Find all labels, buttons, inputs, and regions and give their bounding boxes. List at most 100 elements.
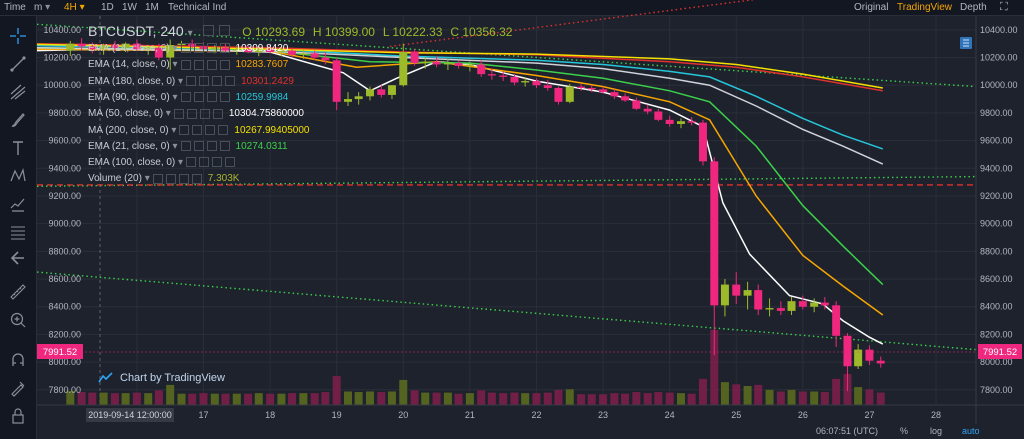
legend-control-icon[interactable]	[186, 108, 197, 119]
legend-control-icon[interactable]	[218, 124, 229, 135]
interval-4h-button[interactable]: 4H ▾	[64, 1, 85, 14]
legend-row[interactable]: MA (50, close, 0) ▾ 10304.75860000	[88, 107, 304, 120]
legend-control-icon[interactable]	[225, 75, 236, 86]
legend-row[interactable]: Volume (20) ▾ 7.303K	[88, 172, 239, 185]
legend-row[interactable]: EMA (21, close, 0) ▾ 10274.0311	[88, 140, 288, 153]
trend-line-icon[interactable]	[8, 54, 28, 74]
candle-body	[266, 49, 275, 52]
legend-control-icon[interactable]	[199, 108, 210, 119]
legend-control-icon[interactable]	[165, 173, 176, 184]
legend-control-icon[interactable]	[219, 43, 230, 54]
expand-icon[interactable]: ⛶	[1000, 1, 1008, 13]
legend-control-icon[interactable]	[191, 173, 202, 184]
chevron-down-icon[interactable]: ▾	[163, 108, 171, 120]
bottom-controls: 06:07:51 (UTC) % log auto	[816, 424, 1024, 439]
legend-control-icon[interactable]	[206, 59, 217, 70]
legend-control-icon[interactable]	[193, 43, 204, 54]
legend-control-icon[interactable]	[206, 43, 217, 54]
original-view-button[interactable]: Original	[854, 2, 889, 13]
legend-control-icon[interactable]	[193, 141, 204, 152]
moving-average-line[interactable]	[36, 47, 884, 286]
legend-control-icon[interactable]	[212, 108, 223, 119]
price-axis[interactable]: 7800.00 7800.00 8000.00 8000.00 8200.00 8200.…	[43, 25, 1017, 395]
percent-button[interactable]: %	[900, 426, 909, 436]
technical-indicators-button[interactable]: Technical Ind	[168, 2, 227, 13]
arrow-left-icon[interactable]	[8, 248, 28, 268]
legend-row[interactable]: EMA (14, close, 0) ▾ 10283.7607	[88, 58, 288, 71]
legend-row[interactable]: EMA (14, close, 0) ▾ 10309.8420	[88, 42, 288, 55]
chevron-down-icon[interactable]: ▾	[187, 28, 193, 39]
fibonacci-icon[interactable]	[8, 222, 28, 242]
interval-1d-button[interactable]: 1D	[101, 2, 114, 13]
legend-control-icon[interactable]	[180, 59, 191, 70]
interval-1m-button[interactable]: 1M	[145, 2, 159, 13]
legend-control-icon[interactable]	[199, 75, 210, 86]
moving-average-line[interactable]	[36, 48, 884, 316]
legend-control-icon[interactable]	[180, 92, 191, 103]
tradingview-watermark[interactable]: Chart by TradingView	[98, 370, 225, 386]
prediction-icon[interactable]	[8, 194, 28, 214]
legend-control-icon[interactable]	[186, 157, 197, 168]
tradingview-view-button[interactable]: TradingView	[897, 2, 953, 13]
legend-control-icon[interactable]	[206, 141, 217, 152]
legend-control-icon[interactable]	[179, 124, 190, 135]
legend-control-icon[interactable]	[219, 59, 230, 70]
time-button[interactable]: Time	[4, 2, 26, 13]
ruler-icon[interactable]	[8, 282, 28, 302]
legend-control-icon[interactable]	[199, 157, 210, 168]
legend-control-icon[interactable]	[173, 108, 184, 119]
candle-body	[432, 61, 441, 65]
candle-body	[288, 50, 297, 55]
legend-control-icon[interactable]	[152, 173, 163, 184]
legend-control-icon[interactable]	[192, 124, 203, 135]
text-tool-icon[interactable]	[8, 138, 28, 158]
zoom-in-icon[interactable]	[8, 310, 28, 330]
depth-view-button[interactable]: Depth	[960, 2, 987, 13]
minute-dropdown[interactable]: m ▾	[34, 1, 50, 14]
pattern-icon[interactable]	[8, 166, 28, 186]
magnet-icon[interactable]	[8, 350, 28, 370]
legend-control-icon[interactable]	[225, 157, 236, 168]
legend-row[interactable]: EMA (90, close, 0) ▾ 10259.9984	[88, 91, 288, 104]
symbol-name[interactable]: BTCUSDT, 240	[88, 23, 184, 39]
crosshair-icon[interactable]	[8, 26, 28, 46]
trendline[interactable]	[36, 23, 977, 88]
auto-button[interactable]: auto	[962, 426, 980, 436]
chevron-down-icon[interactable]: ▾	[169, 43, 178, 54]
lock-icon[interactable]	[8, 406, 28, 426]
settings-icon[interactable]	[202, 25, 214, 36]
legend-control-icon[interactable]	[193, 92, 204, 103]
legend-row[interactable]: EMA (180, close, 0) ▾ 10301.2429	[88, 75, 294, 88]
time-axis[interactable]: 16171819202122232425262728	[132, 410, 941, 420]
legend-control-icon[interactable]	[193, 59, 204, 70]
moving-average-line[interactable]	[36, 47, 884, 165]
legend-control-icon[interactable]	[205, 124, 216, 135]
chevron-down-icon[interactable]: ▾	[175, 157, 184, 169]
legend-row[interactable]: MA (200, close, 0) ▾ 10267.99405000	[88, 124, 309, 137]
log-button[interactable]: log	[930, 426, 943, 436]
pitchfork-icon[interactable]	[8, 82, 28, 102]
legend-control-icon[interactable]	[219, 92, 230, 103]
legend-control-icon[interactable]	[178, 173, 189, 184]
legend-control-icon[interactable]	[212, 75, 223, 86]
legend-control-icon[interactable]	[180, 141, 191, 152]
legend-row[interactable]: EMA (100, close, 0) ▾	[88, 156, 241, 169]
brush-icon[interactable]	[8, 110, 28, 130]
chevron-down-icon[interactable]: ▾	[175, 75, 184, 87]
moving-average-line[interactable]	[36, 45, 884, 150]
legend-control-icon[interactable]	[206, 92, 217, 103]
chevron-down-icon[interactable]: ▾	[141, 173, 150, 185]
chevron-down-icon[interactable]: ▾	[169, 140, 178, 152]
lock-drawing-icon[interactable]	[8, 378, 28, 398]
clock: 06:07:51 (UTC)	[816, 426, 879, 436]
chevron-down-icon[interactable]: ▾	[169, 59, 178, 71]
legend-control-icon[interactable]	[180, 43, 191, 54]
interval-1w-button[interactable]: 1W	[122, 2, 137, 13]
legend-control-icon[interactable]	[219, 141, 230, 152]
close-icon[interactable]	[219, 25, 231, 36]
legend-control-icon[interactable]	[212, 157, 223, 168]
legend-control-icon[interactable]	[186, 75, 197, 86]
chevron-down-icon[interactable]: ▾	[168, 124, 177, 136]
chevron-down-icon[interactable]: ▾	[169, 91, 178, 103]
